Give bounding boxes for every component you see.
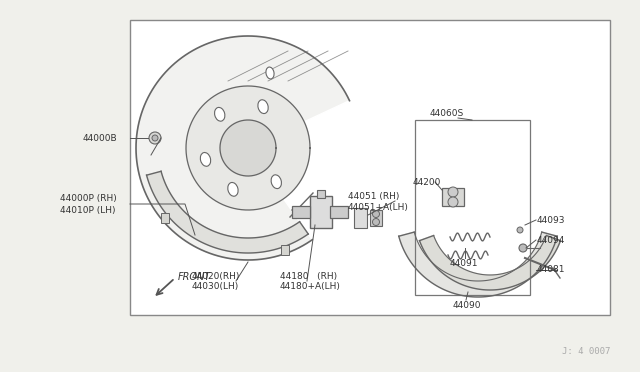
Polygon shape [186, 86, 310, 210]
Polygon shape [399, 232, 557, 297]
Bar [442, 188, 464, 206]
Text: 44060S: 44060S [430, 109, 464, 118]
Text: 44094: 44094 [537, 235, 565, 244]
Polygon shape [220, 120, 276, 176]
Circle shape [149, 132, 161, 144]
Text: 44051+A(LH): 44051+A(LH) [348, 202, 409, 212]
Bar [281, 246, 289, 256]
Text: 44030(LH): 44030(LH) [192, 282, 239, 292]
Text: 44091: 44091 [450, 259, 479, 267]
Text: 44051 (RH): 44051 (RH) [348, 192, 399, 201]
Bar [354, 208, 367, 228]
Bar [370, 210, 382, 226]
Bar [161, 214, 169, 224]
Circle shape [152, 135, 158, 141]
Ellipse shape [214, 108, 225, 121]
Ellipse shape [258, 100, 268, 113]
Ellipse shape [266, 67, 274, 79]
Bar [415, 120, 530, 295]
Ellipse shape [228, 182, 238, 196]
Circle shape [519, 244, 527, 252]
Text: 44000B: 44000B [83, 134, 118, 142]
Bar [330, 206, 348, 218]
Text: FRONT: FRONT [178, 272, 211, 282]
Text: 44180   (RH): 44180 (RH) [280, 272, 337, 280]
Bar [317, 190, 325, 198]
Bar [130, 20, 610, 315]
Circle shape [448, 197, 458, 207]
Ellipse shape [200, 153, 211, 166]
Text: 44090: 44090 [453, 301, 481, 310]
Ellipse shape [271, 175, 282, 189]
Circle shape [372, 211, 380, 218]
Text: J: 4 0007: J: 4 0007 [562, 347, 610, 356]
Polygon shape [147, 171, 308, 253]
Circle shape [448, 187, 458, 197]
Bar [292, 206, 310, 218]
Bar [310, 196, 332, 228]
Circle shape [517, 227, 523, 233]
Text: 44081: 44081 [537, 266, 566, 275]
Text: 44000P (RH): 44000P (RH) [60, 193, 116, 202]
Text: 44093: 44093 [537, 215, 566, 224]
Text: 44020(RH): 44020(RH) [192, 272, 241, 280]
Polygon shape [420, 235, 561, 290]
Polygon shape [136, 36, 360, 260]
Text: 44180+A(LH): 44180+A(LH) [280, 282, 341, 292]
Text: 44200: 44200 [413, 177, 442, 186]
Text: 44010P (LH): 44010P (LH) [60, 205, 115, 215]
Circle shape [372, 218, 380, 225]
Polygon shape [248, 100, 362, 241]
